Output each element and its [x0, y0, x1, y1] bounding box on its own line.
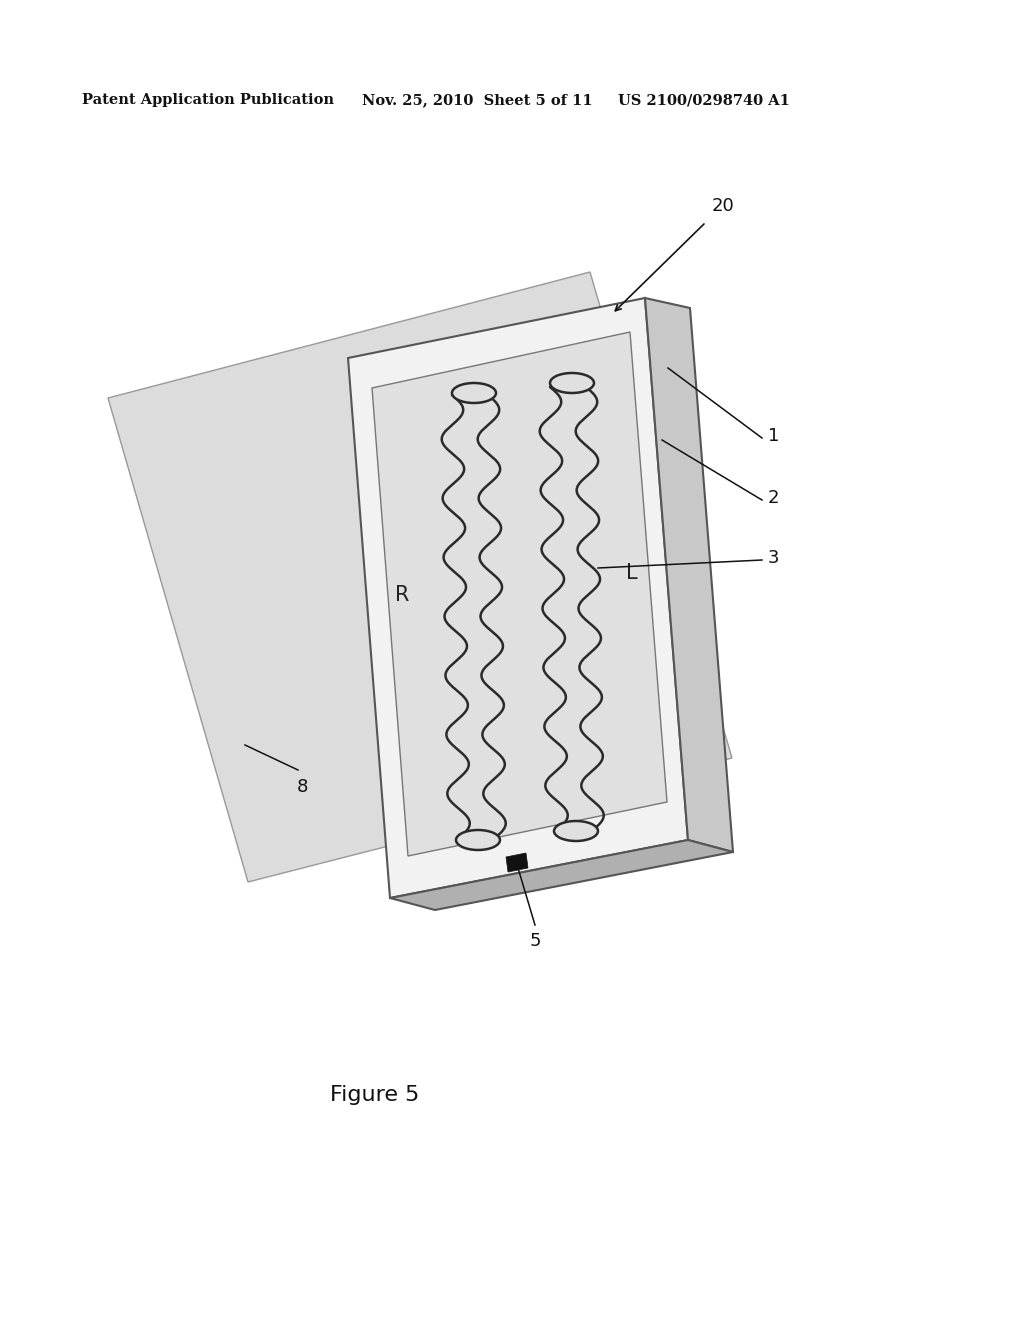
Ellipse shape: [456, 830, 500, 850]
Polygon shape: [108, 272, 732, 882]
Polygon shape: [348, 298, 688, 898]
Ellipse shape: [452, 383, 496, 403]
Ellipse shape: [554, 821, 598, 841]
Text: US 2100/0298740 A1: US 2100/0298740 A1: [618, 92, 790, 107]
Text: Nov. 25, 2010  Sheet 5 of 11: Nov. 25, 2010 Sheet 5 of 11: [362, 92, 593, 107]
Ellipse shape: [550, 374, 594, 393]
Polygon shape: [390, 840, 733, 909]
Text: Patent Application Publication: Patent Application Publication: [82, 92, 334, 107]
Text: R: R: [395, 585, 410, 605]
Text: 1: 1: [768, 426, 779, 445]
Polygon shape: [506, 853, 528, 873]
Text: 5: 5: [529, 932, 541, 950]
Text: 3: 3: [768, 549, 779, 568]
Polygon shape: [372, 333, 667, 855]
Text: 20: 20: [712, 197, 735, 215]
Text: Figure 5: Figure 5: [331, 1085, 420, 1105]
Text: 2: 2: [768, 488, 779, 507]
Text: L: L: [627, 564, 638, 583]
Polygon shape: [645, 298, 733, 851]
Text: 8: 8: [296, 777, 307, 796]
